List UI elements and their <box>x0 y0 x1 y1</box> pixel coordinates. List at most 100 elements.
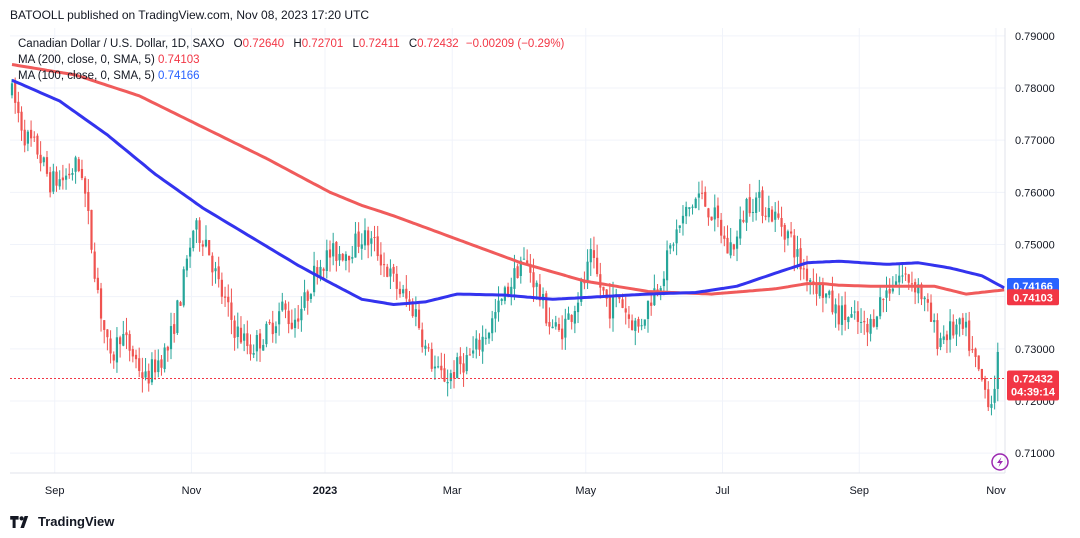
close-label: C <box>408 38 418 50</box>
candle <box>325 239 328 279</box>
candle <box>287 301 290 334</box>
candle <box>456 352 459 379</box>
candle <box>87 179 90 225</box>
candle <box>866 317 869 347</box>
candle <box>949 309 952 353</box>
candle <box>926 293 929 312</box>
ma100-legend-row[interactable]: MA (100, close, 0, SMA, 5) 0.74166 <box>18 68 564 84</box>
candle <box>131 345 134 363</box>
candle <box>402 284 405 298</box>
candle <box>154 349 157 380</box>
candle <box>685 201 688 225</box>
candle <box>10 79 14 99</box>
candle <box>500 298 503 306</box>
tradingview-footer[interactable]: TradingView <box>10 514 114 529</box>
candle <box>704 186 707 208</box>
candle <box>837 293 840 331</box>
candle <box>551 319 554 329</box>
candle <box>983 375 987 399</box>
candle <box>357 222 360 254</box>
candle <box>513 254 516 301</box>
candle <box>824 293 828 304</box>
candle <box>208 240 211 256</box>
candle <box>879 285 882 320</box>
candle <box>818 276 821 299</box>
ma200-legend-label: MA (200, close, 0, SMA, 5) <box>18 54 155 66</box>
price-tick-label: 0.78000 <box>1015 83 1055 95</box>
time-tick-label: 2023 <box>313 485 337 497</box>
candle <box>335 240 338 272</box>
close-value: 0.72432 <box>417 38 459 50</box>
candle <box>20 106 23 141</box>
candle <box>192 229 195 252</box>
candle <box>452 360 456 389</box>
candle <box>564 308 567 350</box>
candle <box>176 299 179 335</box>
candle <box>465 346 468 375</box>
time-tick-label: Nov <box>986 485 1006 497</box>
candle <box>134 349 138 369</box>
candle <box>608 283 611 329</box>
candle <box>26 129 29 152</box>
candle <box>487 331 491 344</box>
candle <box>522 247 526 260</box>
candle <box>376 225 379 261</box>
candle <box>805 255 809 292</box>
ma200-price-tag: 0.74103 <box>1007 289 1059 306</box>
candle <box>281 292 284 312</box>
price-tick-label: 0.79000 <box>1015 31 1055 43</box>
candle <box>519 256 522 284</box>
candle <box>923 296 926 312</box>
candle <box>437 356 440 369</box>
price-tick-label: 0.76000 <box>1015 187 1055 199</box>
candle <box>188 237 192 268</box>
candle <box>561 315 564 350</box>
candle <box>262 339 265 351</box>
candle <box>99 282 103 332</box>
candle <box>882 298 885 313</box>
candle <box>478 333 481 356</box>
candle <box>681 205 685 236</box>
candle <box>332 232 335 266</box>
ma100-legend-value: 0.74166 <box>157 70 200 82</box>
candle <box>748 183 751 217</box>
candle <box>624 296 627 325</box>
candle <box>198 217 201 252</box>
candle <box>462 353 465 387</box>
candle <box>974 347 977 368</box>
candle <box>602 286 605 295</box>
candle <box>850 306 853 318</box>
candle <box>230 288 233 335</box>
time-tick-label: Jul <box>715 485 729 497</box>
candle <box>596 244 599 277</box>
lightning-icon[interactable] <box>991 453 1009 471</box>
candle <box>427 343 430 352</box>
price-tick-label: 0.73000 <box>1015 344 1055 356</box>
candle <box>64 168 68 190</box>
candle <box>160 355 163 376</box>
open-label: O <box>233 38 243 50</box>
candle <box>774 202 777 232</box>
candle <box>265 321 268 348</box>
candle <box>856 301 859 335</box>
candle <box>459 347 462 375</box>
candle <box>33 131 36 142</box>
candle <box>634 317 637 346</box>
tradingview-logo-icon <box>10 515 29 528</box>
candle <box>103 320 106 344</box>
footer-brand: TradingView <box>38 514 115 529</box>
candle <box>732 243 735 256</box>
candle <box>793 229 796 272</box>
candle <box>764 207 767 221</box>
candle <box>888 278 891 302</box>
candle <box>42 156 45 167</box>
price-tick-label: 0.77000 <box>1015 135 1055 147</box>
ma200-legend-row[interactable]: MA (200, close, 0, SMA, 5) 0.74103 <box>18 52 564 68</box>
candle <box>214 261 217 284</box>
candle <box>640 318 643 331</box>
candle <box>112 351 115 369</box>
candle <box>945 330 949 354</box>
candle <box>707 207 710 226</box>
symbol-name[interactable]: Canadian Dollar / U.S. Dollar, 1D, SAXO <box>18 38 225 50</box>
